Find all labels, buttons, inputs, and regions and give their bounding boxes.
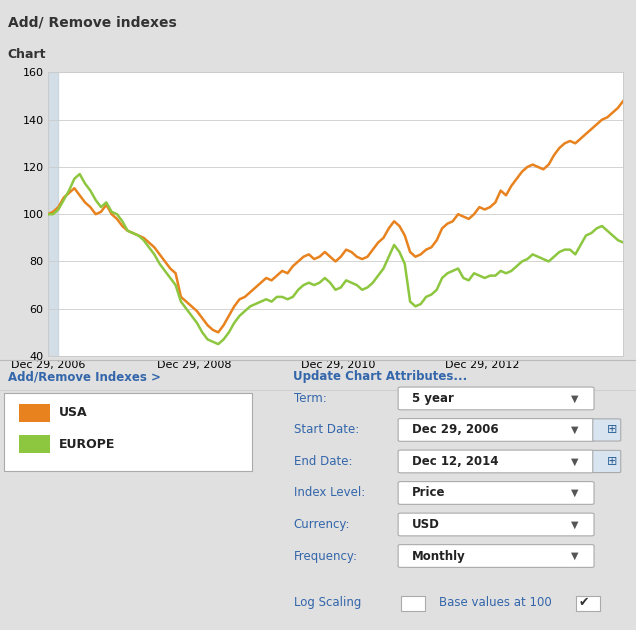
Text: Add/Remove Indexes >: Add/Remove Indexes > xyxy=(8,370,160,383)
FancyBboxPatch shape xyxy=(401,596,425,611)
FancyBboxPatch shape xyxy=(593,419,621,441)
Text: USA: USA xyxy=(59,406,87,419)
FancyBboxPatch shape xyxy=(398,418,594,442)
FancyBboxPatch shape xyxy=(19,435,50,453)
Text: Monthly: Monthly xyxy=(412,549,466,563)
FancyBboxPatch shape xyxy=(19,404,50,421)
Text: ▼: ▼ xyxy=(571,457,579,466)
Text: ⊞: ⊞ xyxy=(607,455,618,468)
Text: End Date:: End Date: xyxy=(294,455,352,468)
Text: ✔: ✔ xyxy=(579,596,590,609)
Text: ▼: ▼ xyxy=(571,551,579,561)
FancyBboxPatch shape xyxy=(398,387,594,410)
Text: Base values at 100: Base values at 100 xyxy=(439,596,551,609)
Text: Dec 12, 2014: Dec 12, 2014 xyxy=(412,455,499,468)
Text: Dec 29, 2006: Dec 29, 2006 xyxy=(412,423,499,437)
Text: Currency:: Currency: xyxy=(294,518,350,531)
FancyBboxPatch shape xyxy=(576,596,600,611)
Text: USD: USD xyxy=(412,518,440,531)
Text: ▼: ▼ xyxy=(571,393,579,403)
FancyBboxPatch shape xyxy=(398,450,594,473)
Text: Frequency:: Frequency: xyxy=(294,549,358,563)
Text: Log Scaling: Log Scaling xyxy=(294,596,361,609)
Text: Start Date:: Start Date: xyxy=(294,423,359,437)
Text: Add/ Remove indexes: Add/ Remove indexes xyxy=(8,16,176,30)
Text: Chart: Chart xyxy=(8,49,46,61)
Text: ▼: ▼ xyxy=(571,425,579,435)
FancyBboxPatch shape xyxy=(593,450,621,472)
Text: ▼: ▼ xyxy=(571,488,579,498)
FancyBboxPatch shape xyxy=(398,544,594,568)
Text: ⊞: ⊞ xyxy=(607,423,618,437)
Text: Price: Price xyxy=(412,486,446,500)
Text: Update Chart Attributes...: Update Chart Attributes... xyxy=(293,370,467,383)
Text: ▼: ▼ xyxy=(571,520,579,529)
Bar xyxy=(48,72,58,356)
Text: Term:: Term: xyxy=(294,392,326,405)
Text: Index Level:: Index Level: xyxy=(294,486,365,500)
FancyBboxPatch shape xyxy=(398,481,594,505)
Text: 5 year: 5 year xyxy=(412,392,454,405)
Text: EUROPE: EUROPE xyxy=(59,438,115,450)
FancyBboxPatch shape xyxy=(398,513,594,536)
FancyBboxPatch shape xyxy=(4,393,252,471)
